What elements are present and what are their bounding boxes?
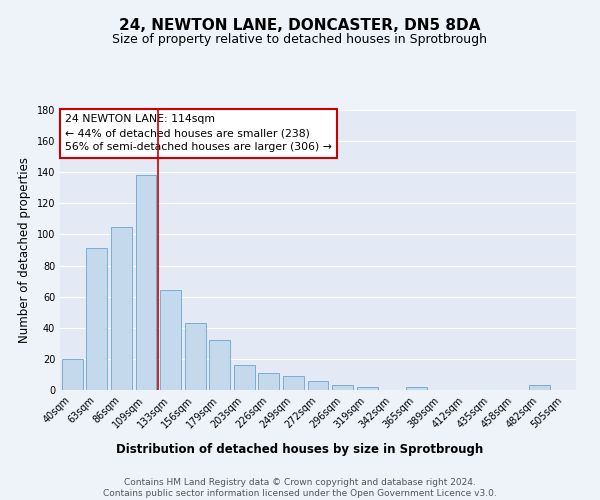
Text: Size of property relative to detached houses in Sprotbrough: Size of property relative to detached ho…: [113, 32, 487, 46]
Text: 24, NEWTON LANE, DONCASTER, DN5 8DA: 24, NEWTON LANE, DONCASTER, DN5 8DA: [119, 18, 481, 32]
Bar: [332, 386, 353, 390]
Bar: [160, 290, 181, 390]
Bar: [529, 386, 550, 390]
Bar: [136, 176, 157, 390]
Bar: [86, 248, 107, 390]
Text: Contains HM Land Registry data © Crown copyright and database right 2024.
Contai: Contains HM Land Registry data © Crown c…: [103, 478, 497, 498]
Text: Distribution of detached houses by size in Sprotbrough: Distribution of detached houses by size …: [116, 442, 484, 456]
Text: 24 NEWTON LANE: 114sqm
← 44% of detached houses are smaller (238)
56% of semi-de: 24 NEWTON LANE: 114sqm ← 44% of detached…: [65, 114, 332, 152]
Bar: [111, 226, 132, 390]
Bar: [185, 323, 206, 390]
Bar: [356, 387, 377, 390]
Bar: [406, 387, 427, 390]
Y-axis label: Number of detached properties: Number of detached properties: [18, 157, 31, 343]
Bar: [259, 373, 280, 390]
Bar: [283, 376, 304, 390]
Bar: [234, 365, 255, 390]
Bar: [308, 380, 328, 390]
Bar: [209, 340, 230, 390]
Bar: [62, 359, 83, 390]
